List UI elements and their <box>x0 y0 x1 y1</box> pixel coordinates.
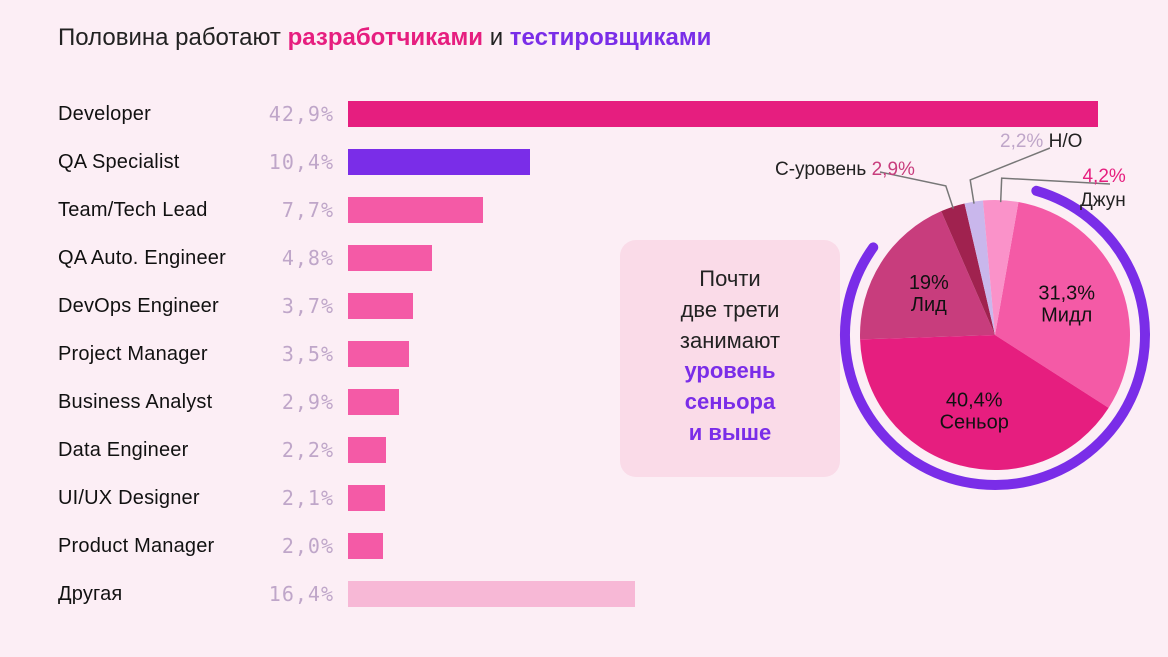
bar-fill <box>348 581 635 607</box>
bar-percent: 16,4% <box>258 582 348 606</box>
bar-track <box>348 197 618 223</box>
pie-label-name: Н/О <box>1049 131 1083 152</box>
bar-label: Team/Tech Lead <box>58 199 258 222</box>
bar-track <box>348 437 618 463</box>
title-prefix: Половина работают <box>58 24 288 51</box>
pie-label-pct: 2,2% <box>1000 131 1043 152</box>
callout-line: Почти <box>640 264 820 295</box>
callout-accent: сеньора <box>640 387 820 418</box>
bar-percent: 2,2% <box>258 438 348 462</box>
bar-track <box>348 245 618 271</box>
bar-fill <box>348 245 432 271</box>
pie-label-jun: 4,2% Джун <box>1080 165 1126 213</box>
bar-row: Team/Tech Lead7,7% <box>58 186 618 234</box>
bar-label: DevOps Engineer <box>58 295 258 318</box>
bar-track <box>348 533 618 559</box>
title-accent-developers: разработчиками <box>288 24 483 51</box>
seniority-pie-chart: 31,3%Мидл 40,4%Сеньор 19%Лид <box>850 190 1140 480</box>
bar-fill <box>348 533 383 559</box>
bar-label: Data Engineer <box>58 439 258 462</box>
pie-label-pct: 2,9% <box>872 159 915 180</box>
bar-label: Другая <box>58 583 258 606</box>
seniority-callout: Почти две трети занимают уровень сеньора… <box>620 240 840 477</box>
title-mid: и <box>483 24 510 51</box>
title-accent-testers: тестировщиками <box>510 24 712 51</box>
bar-fill <box>348 197 483 223</box>
bar-fill <box>348 149 530 175</box>
bar-label: Business Analyst <box>58 391 258 414</box>
bar-fill <box>348 389 399 415</box>
bar-fill <box>348 485 385 511</box>
bar-track <box>348 581 618 607</box>
bar-fill <box>348 437 386 463</box>
bar-fill <box>348 101 1098 127</box>
roles-bar-chart: Developer42,9%QA Specialist10,4%Team/Tec… <box>58 90 618 618</box>
bar-label: QA Auto. Engineer <box>58 247 258 270</box>
bar-label: UI/UX Designer <box>58 487 258 510</box>
bar-label: Developer <box>58 103 258 126</box>
callout-line: две трети <box>640 295 820 326</box>
bar-row: QA Specialist10,4% <box>58 138 618 186</box>
bar-row: DevOps Engineer3,7% <box>58 282 618 330</box>
bar-row: QA Auto. Engineer4,8% <box>58 234 618 282</box>
bar-track <box>348 389 618 415</box>
bar-track <box>348 341 618 367</box>
bar-row: Developer42,9% <box>58 90 618 138</box>
bar-row: Project Manager3,5% <box>58 330 618 378</box>
bar-row: Другая16,4% <box>58 570 618 618</box>
bar-percent: 3,7% <box>258 294 348 318</box>
bar-track <box>348 485 618 511</box>
bar-label: QA Specialist <box>58 151 258 174</box>
bar-row: Product Manager2,0% <box>58 522 618 570</box>
callout-accent: и выше <box>640 418 820 449</box>
bar-row: Business Analyst2,9% <box>58 378 618 426</box>
bar-percent: 2,9% <box>258 390 348 414</box>
bar-fill <box>348 293 413 319</box>
bar-percent: 7,7% <box>258 198 348 222</box>
pie-label-clevel: С-уровень 2,9% <box>775 158 915 182</box>
bar-percent: 4,8% <box>258 246 348 270</box>
pie-inner-label-senior: 40,4%Сеньор <box>940 389 1009 433</box>
bar-track <box>348 293 618 319</box>
bar-row: Data Engineer2,2% <box>58 426 618 474</box>
callout-accent: уровень <box>640 356 820 387</box>
pie-label-name: С-уровень <box>775 159 866 180</box>
bar-track <box>348 149 618 175</box>
callout-line: занимают <box>640 326 820 357</box>
pie-label-no: 2,2% Н/О <box>1000 130 1082 154</box>
bar-percent: 42,9% <box>258 102 348 126</box>
pie-inner-label-lead: 19%Лид <box>909 272 949 316</box>
bar-fill <box>348 341 409 367</box>
pie-label-pct: 4,2% <box>1080 165 1126 189</box>
bar-percent: 2,1% <box>258 486 348 510</box>
chart-title: Половина работают разработчиками и тести… <box>58 24 711 52</box>
pie-inner-label-midl: 31,3%Мидл <box>1038 283 1095 327</box>
bar-row: UI/UX Designer2,1% <box>58 474 618 522</box>
bar-label: Project Manager <box>58 343 258 366</box>
bar-percent: 2,0% <box>258 534 348 558</box>
bar-track <box>348 101 618 127</box>
bar-percent: 3,5% <box>258 342 348 366</box>
pie-label-name: Джун <box>1080 189 1126 213</box>
bar-percent: 10,4% <box>258 150 348 174</box>
bar-label: Product Manager <box>58 535 258 558</box>
